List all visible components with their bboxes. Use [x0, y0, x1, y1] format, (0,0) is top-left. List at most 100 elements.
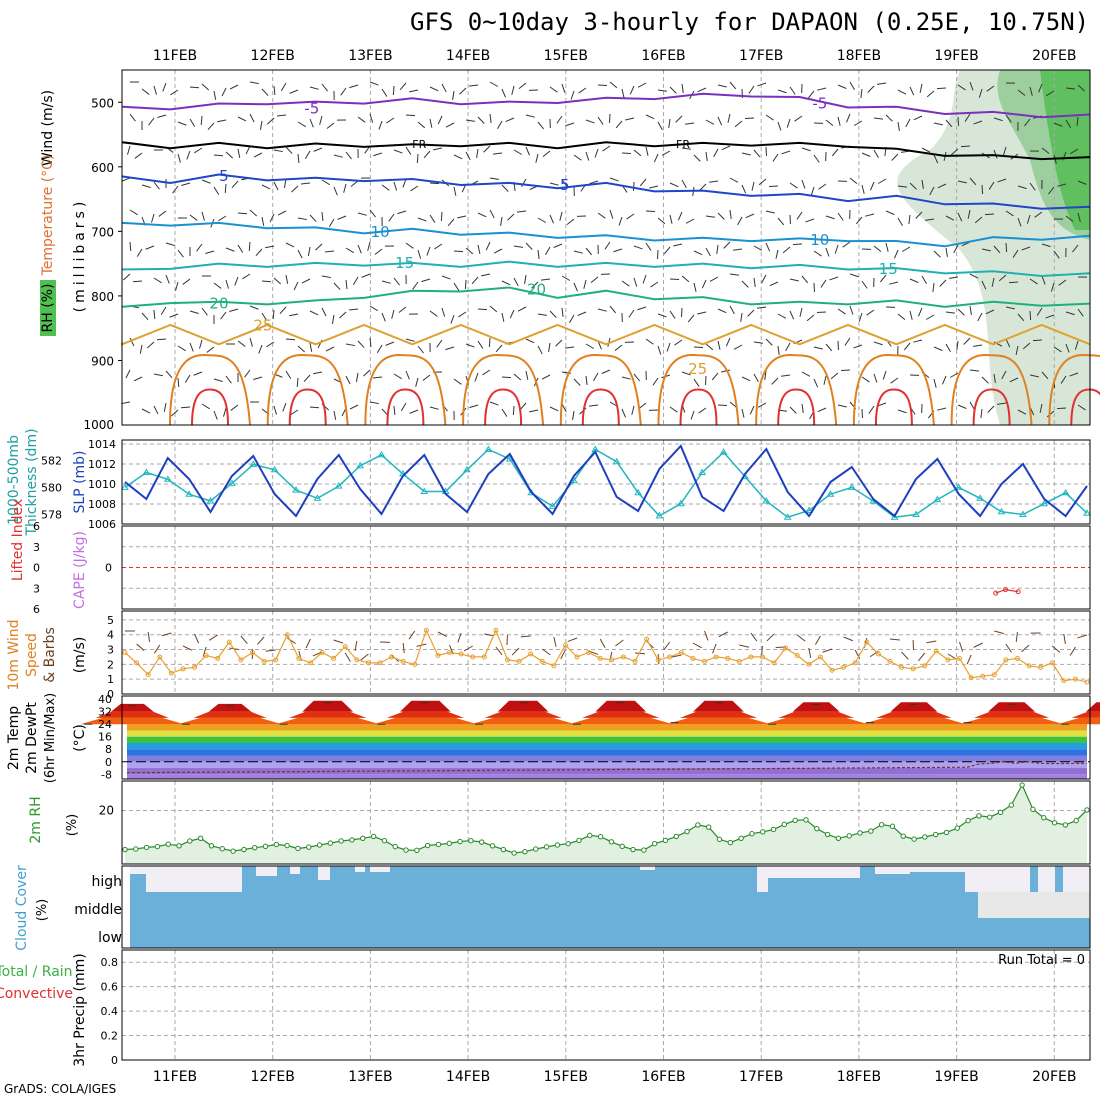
wind-barb — [957, 180, 967, 184]
rh-point — [857, 830, 863, 836]
wind-barb — [693, 282, 697, 292]
wind10m-point — [551, 663, 557, 669]
cloud-level-high: high — [91, 874, 122, 890]
wind-barb — [1024, 118, 1031, 127]
wind-barb — [705, 119, 715, 125]
wind-barb — [433, 147, 443, 151]
wind10m-point — [528, 651, 534, 657]
wind-barb — [789, 182, 798, 189]
wind-barb — [497, 120, 503, 130]
wind-barb — [397, 210, 407, 215]
wind-barb — [1065, 87, 1076, 90]
wind-barb — [589, 404, 599, 407]
li-tick-label: 3 — [33, 541, 40, 554]
wind-barb — [1070, 148, 1079, 155]
wind-barb — [986, 85, 995, 92]
wind-barb — [253, 376, 263, 380]
wind-barb — [489, 81, 499, 87]
wind-barb — [1045, 314, 1055, 319]
wind-barb — [597, 116, 604, 125]
wind-barb — [186, 150, 191, 160]
wind-barb — [687, 314, 695, 323]
wind10m-point — [829, 667, 835, 673]
wind-barb — [398, 306, 407, 313]
wind-barb — [325, 346, 335, 352]
wind-barb — [373, 152, 383, 157]
cape-tick-label: 0 — [105, 562, 112, 575]
chart-title: GFS 0~10day 3-hourly for DAPAON (0.25E, … — [410, 8, 1090, 36]
cloud-gap-high — [757, 866, 768, 892]
wind-barb — [865, 213, 875, 217]
wind-barb — [919, 83, 923, 93]
temp-band — [127, 724, 1087, 731]
thickness-point — [1040, 499, 1049, 507]
wind-barb — [374, 248, 383, 255]
wind-barb — [677, 211, 683, 221]
wind-barb — [849, 81, 855, 91]
wind10m-barb — [704, 630, 709, 641]
wind-barb — [933, 378, 937, 388]
wind-barb — [889, 281, 899, 285]
wind-barb — [372, 376, 383, 379]
p-tick-label: 500 — [91, 96, 114, 110]
wind-barb — [1065, 343, 1070, 353]
isotherm-25 — [121, 323, 1091, 346]
wind-barb — [777, 89, 787, 94]
wind-barb — [705, 215, 715, 218]
rh-point — [360, 835, 366, 841]
wind-barb — [367, 241, 371, 251]
wind-barb — [175, 281, 179, 291]
warm-contours — [121, 323, 1100, 426]
wind-barb — [193, 371, 203, 376]
wind-barb — [249, 209, 258, 217]
wind10m-point — [504, 657, 510, 663]
wind10m-point — [1072, 676, 1078, 682]
wind10m-barb — [889, 638, 900, 641]
wind-barb — [621, 280, 630, 287]
wind-barb — [674, 339, 683, 346]
temp-hump — [988, 702, 1036, 712]
wind-barb — [909, 310, 913, 320]
wind10m-barb — [360, 653, 369, 661]
thickness-point — [420, 487, 429, 494]
wind-barb — [381, 184, 390, 191]
wind-barb — [300, 182, 311, 185]
ylabel-minmax: (6hr Min/Max) — [43, 693, 58, 783]
wind-barb — [445, 346, 455, 351]
wind-barb — [469, 84, 479, 87]
isotherm-35 — [484, 388, 523, 426]
wind-barb — [925, 314, 935, 320]
thickness-point — [163, 475, 172, 482]
wind-barb — [615, 120, 623, 129]
wind-barb — [405, 242, 414, 249]
wind10m-point — [1084, 679, 1090, 685]
rh-point — [814, 825, 820, 832]
slp-tick-label: 1010 — [88, 478, 116, 491]
wind-barb — [132, 280, 143, 283]
wind-barb — [162, 82, 167, 92]
thickness-point — [270, 465, 279, 473]
wind-barb — [189, 310, 199, 314]
wind-barb — [669, 182, 679, 188]
temp-hump — [666, 717, 771, 725]
wind-barb — [531, 281, 539, 289]
wind10m-barb — [761, 645, 763, 657]
credit-label: GrADS: COLA/IGES — [4, 1082, 117, 1096]
temp-band — [127, 730, 1087, 737]
rh-point — [803, 817, 809, 823]
wind-barb — [291, 185, 299, 193]
wind-barb — [1008, 281, 1019, 284]
wind-barb — [690, 410, 695, 420]
wind10m-point — [261, 658, 267, 664]
wind-barb — [765, 338, 773, 346]
rh-point — [176, 843, 182, 849]
wind-barb — [249, 81, 259, 85]
temp-hump — [386, 711, 465, 718]
rh-point — [533, 846, 539, 852]
wind-barb — [363, 369, 371, 377]
rh-point — [316, 842, 323, 848]
wind-barb — [981, 184, 984, 195]
wind-barb — [345, 151, 352, 160]
wind-barb — [604, 241, 611, 250]
wind-barb — [771, 377, 779, 385]
